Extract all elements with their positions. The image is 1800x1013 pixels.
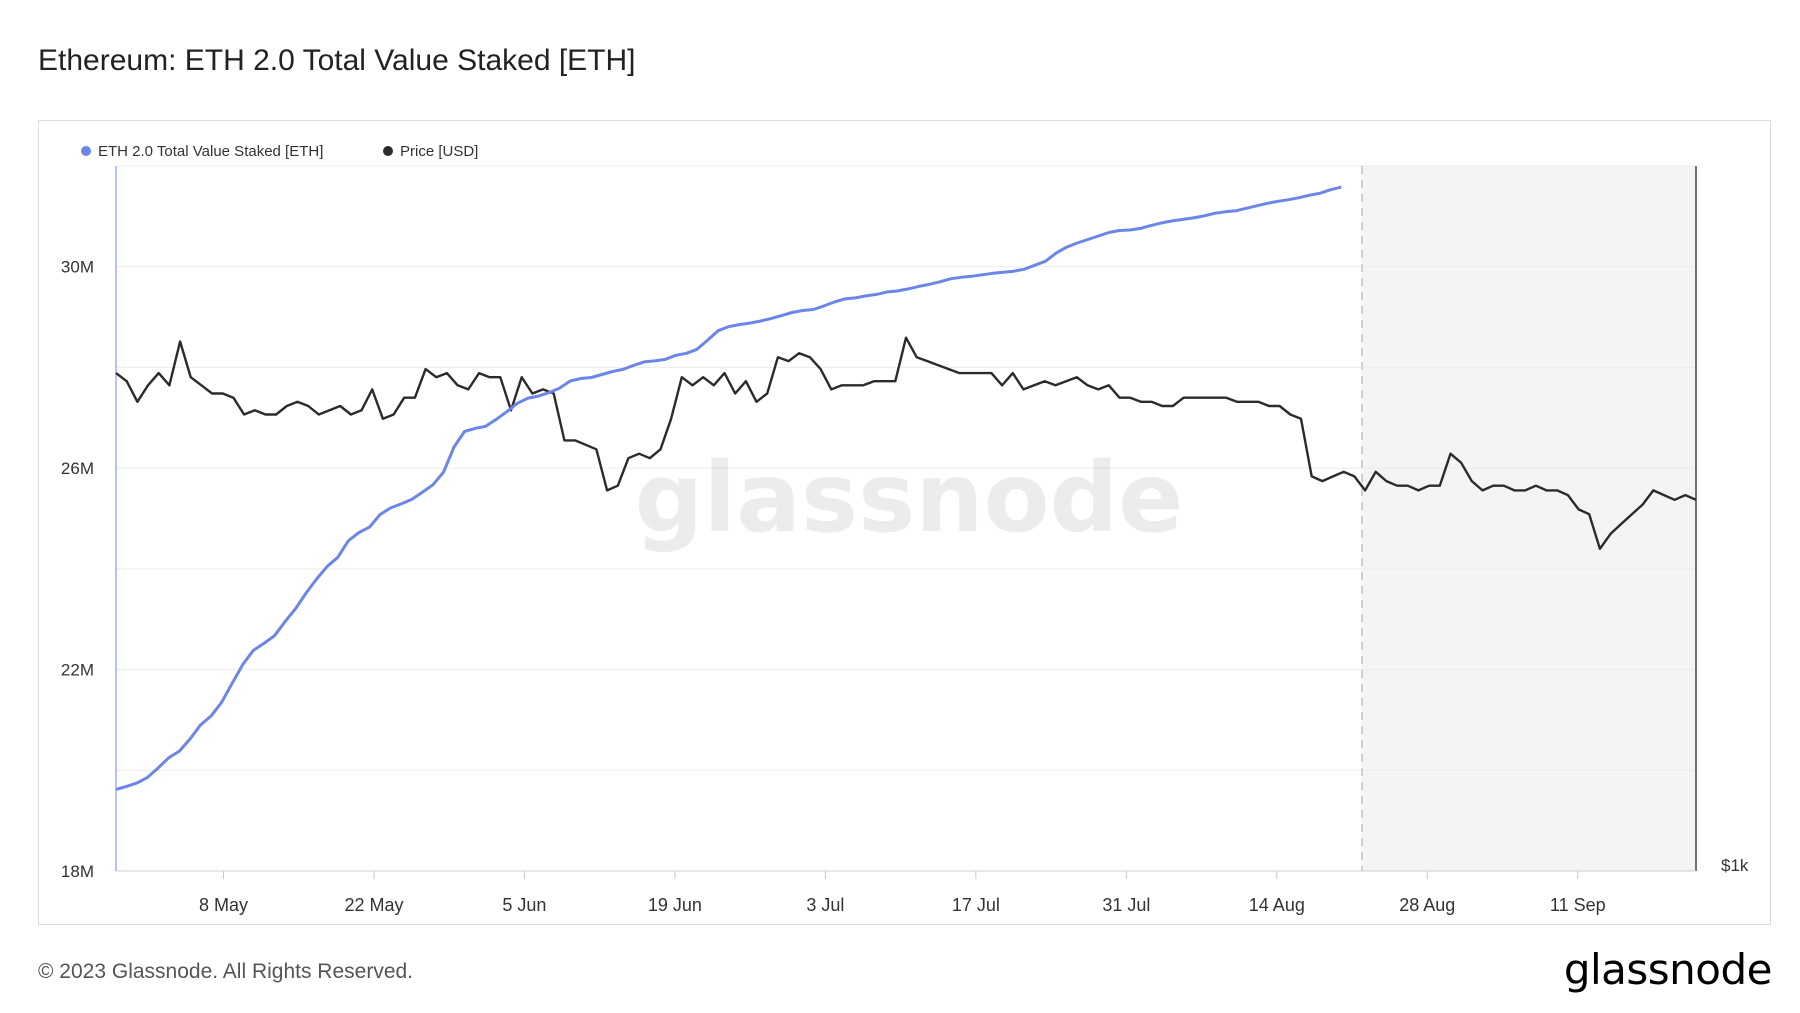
x-tick-label: 8 May	[199, 895, 248, 915]
y-right-tick-label: $1k	[1721, 856, 1749, 875]
y-tick-label: 30M	[61, 258, 94, 277]
x-tick-label: 31 Jul	[1102, 895, 1150, 915]
legend-label-staked[interactable]: ETH 2.0 Total Value Staked [ETH]	[98, 143, 323, 160]
y-tick-label: 18M	[61, 862, 94, 881]
x-tick-label: 22 May	[344, 895, 403, 915]
legend-swatch-price[interactable]	[383, 146, 393, 156]
chart-title: Ethereum: ETH 2.0 Total Value Staked [ET…	[38, 44, 636, 77]
series-line-price	[115, 336, 1697, 550]
y-tick-label: 26M	[61, 459, 94, 478]
y-axis-right-ticks: $1k	[1721, 856, 1749, 875]
copyright-footer: © 2023 Glassnode. All Rights Reserved.	[38, 960, 414, 983]
x-tick-label: 14 Aug	[1249, 895, 1305, 915]
legend-swatch-staked[interactable]	[81, 146, 91, 156]
x-tick-label: 11 Sep	[1550, 895, 1606, 915]
y-axis-left-ticks: 18M 22M 26M 30M	[61, 258, 94, 881]
legend: ETH 2.0 Total Value Staked [ETH] Price […	[81, 143, 478, 160]
chart-svg: glassnode 8 May 22 May 5 Jun 19 Jun 3 Jul 17 …	[61, 143, 1749, 915]
glassnode-logo: glassnode	[1563, 945, 1773, 994]
legend-label-price[interactable]: Price [USD]	[400, 143, 478, 160]
x-tick-label: 3 Jul	[806, 895, 844, 915]
x-axis-ticks: 8 May 22 May 5 Jun 19 Jun 3 Jul 17 Jul 31 Jul 1…	[199, 871, 1606, 915]
x-tick-label: 17 Jul	[952, 895, 1000, 915]
gridlines	[116, 165, 1696, 771]
y-tick-label: 22M	[61, 661, 94, 680]
chart-frame: glassnode 8 May 22 May 5 Jun 19 Jun 3 Jul 17 …	[38, 120, 1771, 925]
x-tick-label: 28 Aug	[1399, 895, 1455, 915]
x-tick-label: 5 Jun	[502, 895, 546, 915]
series-line-staked	[115, 185, 1342, 791]
x-tick-label: 19 Jun	[648, 895, 702, 915]
watermark: glassnode	[635, 442, 1184, 554]
future-shade	[1362, 166, 1696, 871]
